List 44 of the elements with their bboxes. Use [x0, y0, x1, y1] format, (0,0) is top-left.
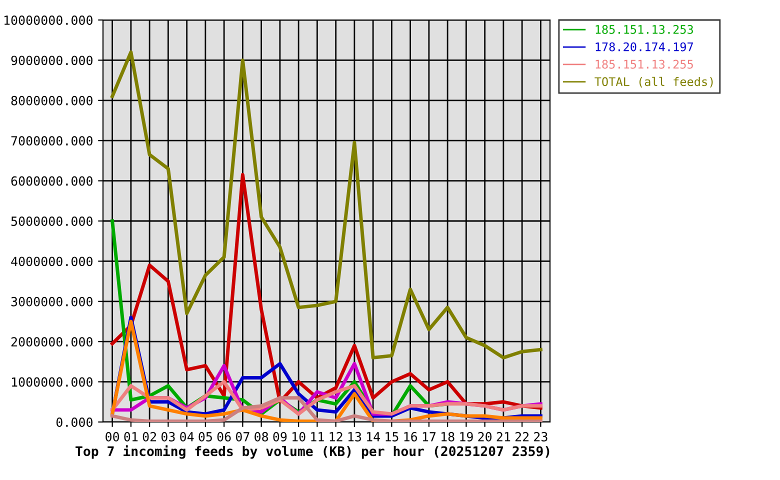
- legend-label: 185.151.13.253: [596, 24, 693, 34]
- x-tick-label: 02: [142, 432, 156, 442]
- x-tick-label: 17: [422, 432, 436, 442]
- x-tick-label: 18: [442, 432, 454, 442]
- line-series: [110, 50, 542, 360]
- x-tick-label: 05: [198, 432, 212, 442]
- y-tick-label: 4000000.000: [11, 256, 92, 266]
- legend-label: 185.151.13.255: [596, 60, 693, 69]
- x-tick-label: 06: [217, 432, 231, 442]
- y-tick-label: 1000000.000: [12, 377, 92, 387]
- x-tick-label: 22: [515, 432, 529, 442]
- x-tick-label: 19: [460, 432, 473, 442]
- x-tick-label: 12: [330, 432, 342, 442]
- legend-label: 178.20.174.197: [596, 42, 693, 52]
- text: Top 7 incoming feeds by volume (KB) per hour (20251207 2359): [76, 445, 550, 459]
- y-tick-label: 9000000.000: [11, 56, 92, 66]
- x-tick-label: 16: [404, 432, 418, 442]
- legend-label: TOTAL (all feeds): [594, 76, 713, 88]
- x-tick-label: 08: [254, 432, 268, 442]
- y-tick-label: 5000000.000: [11, 216, 92, 226]
- line-series: [110, 396, 542, 422]
- y-tick-label: 0.000: [56, 418, 92, 427]
- x-tick-label: 15: [386, 432, 398, 442]
- x-tick-label: 09: [273, 432, 287, 442]
- x-tick-label: 23: [534, 432, 548, 442]
- x-tick-label: 00: [106, 432, 120, 442]
- x-tick-label: 13: [348, 432, 362, 442]
- x-tick-label: 14: [367, 432, 380, 442]
- y-tick-label: 2000000.000: [11, 337, 92, 347]
- x-tick-label: 21: [496, 432, 510, 442]
- y-tick-label: 6000000.000: [11, 176, 92, 186]
- y-tick-label: 10000000.000: [4, 16, 92, 25]
- x-tick-label: 20: [478, 432, 492, 442]
- x-tick-label: 03: [161, 432, 175, 442]
- y-tick-label: 8000000.000: [11, 96, 92, 106]
- line-series: [110, 380, 542, 416]
- x-tick-label: 01: [124, 432, 138, 442]
- line-series: [110, 173, 542, 410]
- x-tick-label: 07: [236, 432, 250, 442]
- y-tick-label: 7000000.000: [11, 136, 92, 146]
- x-tick-label: 04: [180, 432, 194, 442]
- x-tick-label: 11: [311, 432, 324, 442]
- x-tick-label: 10: [292, 432, 306, 442]
- y-tick-label: 3000000.000: [11, 296, 92, 306]
